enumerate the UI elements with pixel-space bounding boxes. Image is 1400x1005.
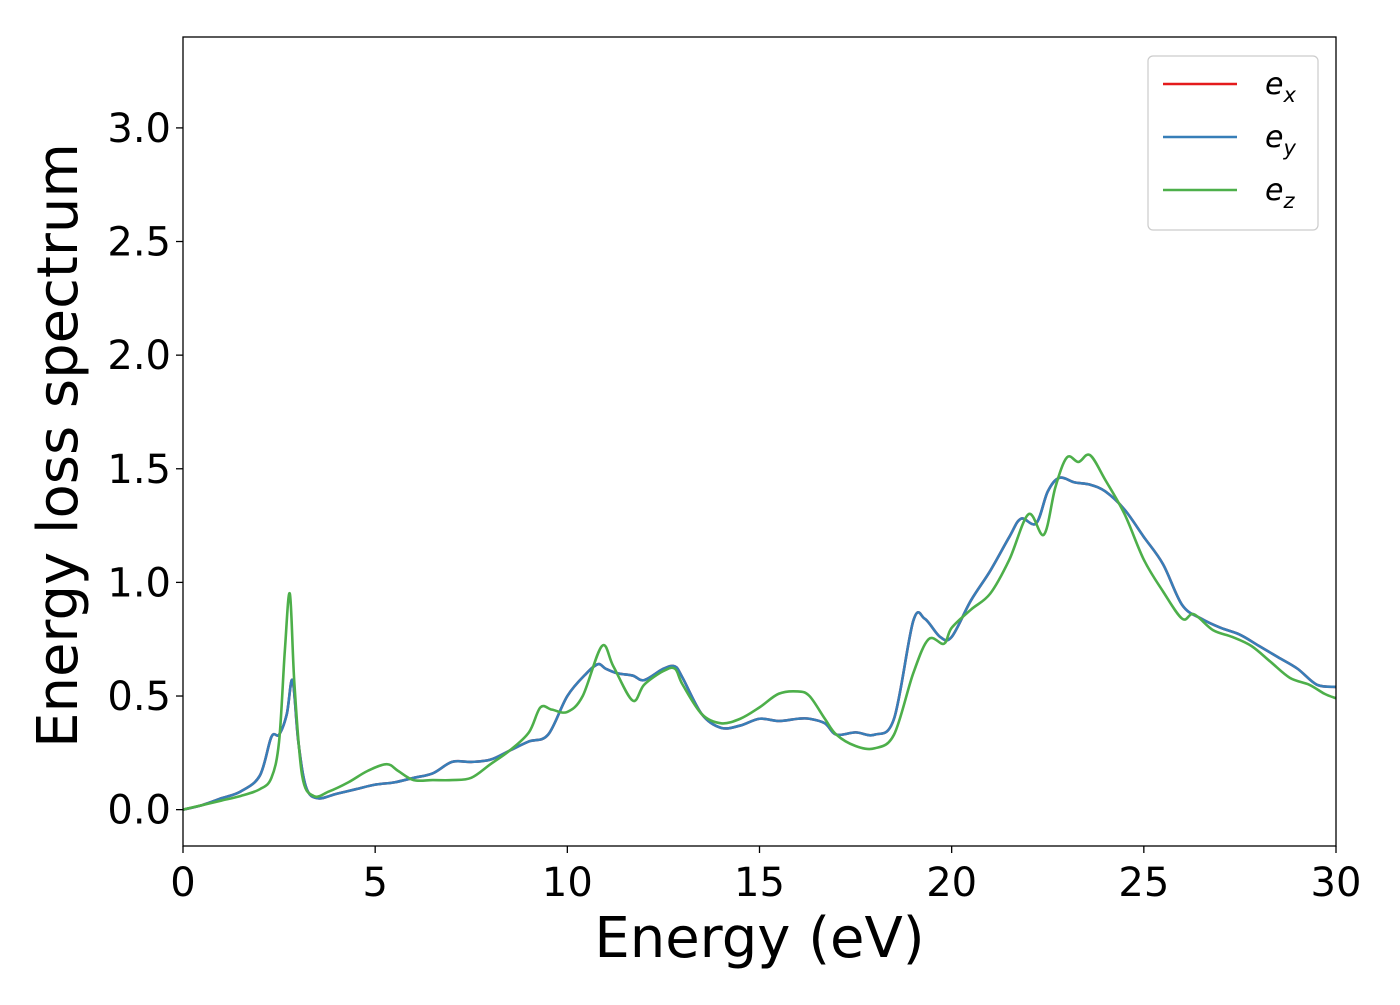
y-tick-label: 2.5 (107, 220, 171, 266)
x-tick-label: 5 (362, 860, 387, 906)
legend-label-subscript: z (1282, 189, 1295, 213)
y-axis: 0.0 0.5 1.0 1.5 2.0 2.5 3.0 (107, 106, 183, 834)
series-line-e-z (183, 453, 1336, 811)
legend-label-x: ex (1265, 67, 1296, 107)
series-layer (183, 453, 1336, 811)
y-tick-label: 1.5 (107, 447, 171, 493)
legend-label-z: ez (1265, 173, 1295, 213)
x-tick-label: 30 (1311, 860, 1362, 906)
legend-label-subscript: x (1282, 83, 1296, 107)
legend-label-y: ey (1265, 120, 1296, 160)
x-tick-label: 25 (1118, 860, 1169, 906)
legend-label-base: e (1265, 120, 1283, 155)
y-tick-label: 2.0 (107, 333, 171, 379)
legend-label-base: e (1265, 173, 1283, 208)
y-tick-label: 3.0 (107, 106, 171, 152)
legend-label-base: e (1265, 67, 1283, 102)
y-axis-title: Energy loss spectrum (26, 143, 91, 748)
x-tick-label: 15 (734, 860, 785, 906)
x-axis: 0 5 10 15 20 25 30 (170, 846, 1361, 906)
series-line-e-y (183, 476, 1336, 811)
y-tick-label: 0.5 (107, 674, 171, 720)
y-tick-label: 1.0 (107, 560, 171, 606)
legend-label-subscript: y (1282, 136, 1296, 160)
x-tick-label: 20 (926, 860, 977, 906)
legend-box (1147, 55, 1319, 231)
y-tick-label: 0.0 (107, 788, 171, 834)
x-axis-title: Energy (eV) (594, 906, 924, 971)
x-tick-label: 0 (170, 860, 195, 906)
x-tick-label: 10 (542, 860, 593, 906)
series-line-e-x (183, 476, 1336, 811)
